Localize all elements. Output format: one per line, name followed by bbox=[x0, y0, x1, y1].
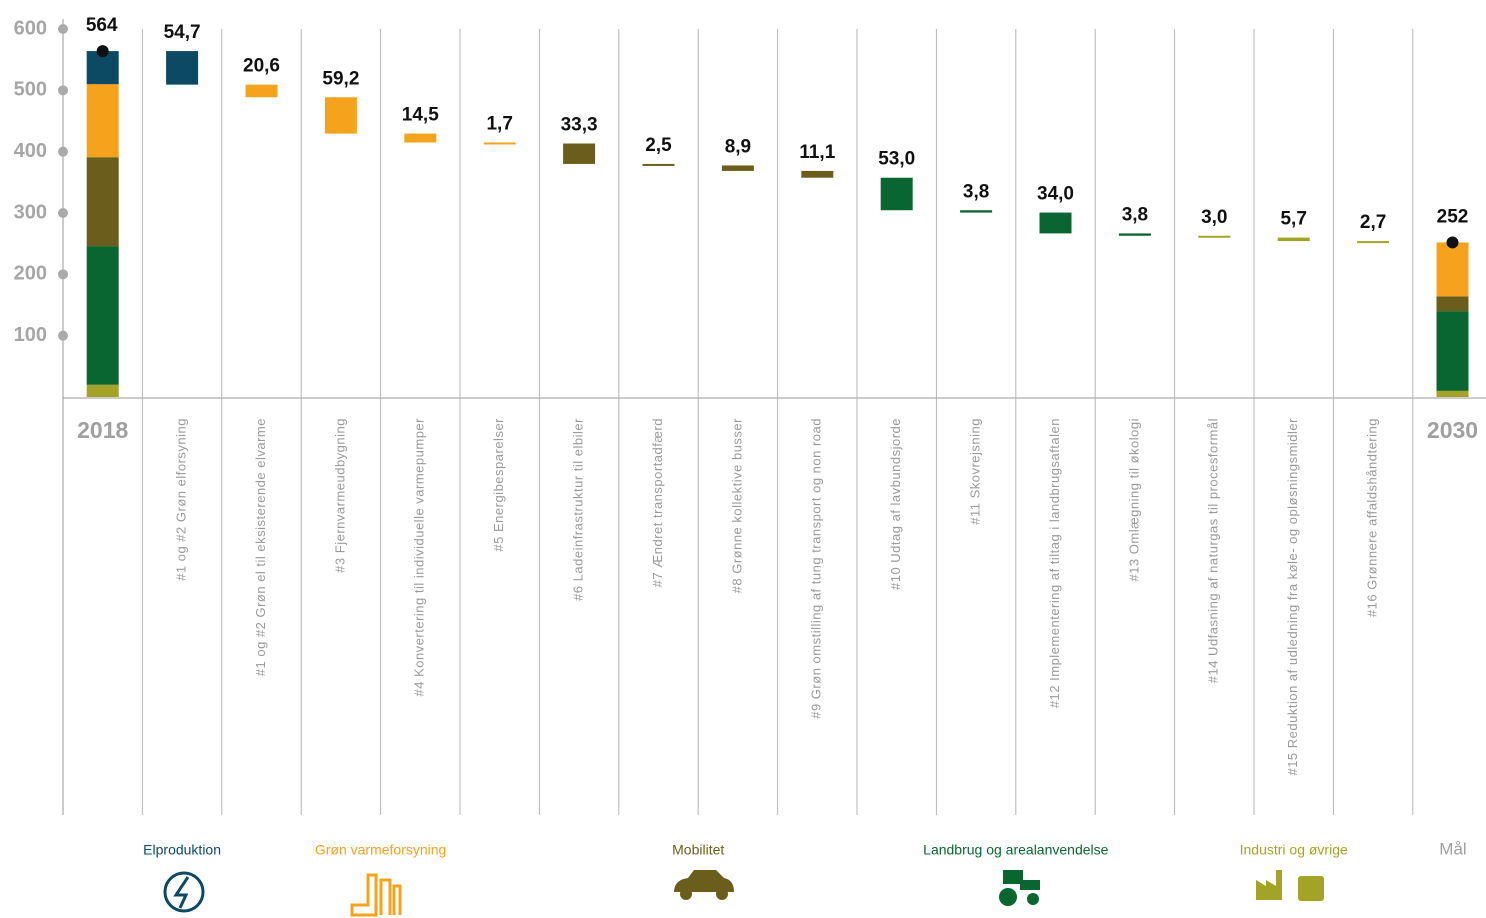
y-tick-dot bbox=[58, 330, 68, 341]
value-label: 8,9 bbox=[725, 136, 751, 157]
x-tick-label: #6 Ladeinfrastruktur til elbiler bbox=[571, 418, 586, 601]
x-tick-label: #8 Grønne kollektive busser bbox=[729, 418, 744, 594]
value-label: 564 bbox=[86, 15, 118, 36]
step-bar bbox=[563, 143, 596, 164]
y-tick-label: 300 bbox=[14, 201, 47, 223]
icon-tractor bbox=[999, 870, 1040, 906]
value-label: 20,6 bbox=[243, 56, 280, 77]
value-label: 54,7 bbox=[164, 22, 201, 43]
icon-heat bbox=[350, 873, 402, 917]
y-tick-dot bbox=[58, 208, 68, 218]
step-bar bbox=[960, 210, 993, 213]
step-bar bbox=[1277, 237, 1310, 242]
total-segment bbox=[1436, 311, 1469, 391]
step-bar bbox=[801, 170, 834, 178]
y-tick-label: 100 bbox=[14, 324, 47, 346]
total-segment bbox=[86, 84, 119, 158]
value-label: 34,0 bbox=[1037, 184, 1074, 205]
x-tick-label: #5 Energibesparelser bbox=[491, 418, 506, 552]
group-label: Grøn varmeforsyning bbox=[315, 842, 446, 858]
step-bar bbox=[404, 133, 437, 143]
x-total-label: 2030 bbox=[1427, 417, 1478, 443]
value-label: 53,0 bbox=[878, 149, 915, 170]
y-tick-dot bbox=[58, 24, 68, 34]
x-tick-label: #3 Fjernvarmeudbygning bbox=[332, 418, 347, 573]
value-label: 3,8 bbox=[963, 181, 989, 202]
x-tick-label: #14 Udfasning af naturgas til procesform… bbox=[1206, 418, 1221, 683]
x-tick-label: #10 Udtag af lavbundsjorde bbox=[888, 418, 903, 590]
x-tick-label: #1 og #2 Grøn elforsyning bbox=[174, 418, 189, 581]
value-label: 59,2 bbox=[322, 68, 359, 89]
y-tick-label: 500 bbox=[14, 79, 47, 101]
step-bar bbox=[880, 177, 913, 211]
icon-car bbox=[674, 870, 734, 900]
total-segment bbox=[1436, 242, 1469, 297]
step-bar bbox=[1198, 235, 1231, 238]
x-tick-label: #7 Ændret transportadfærd bbox=[650, 418, 665, 587]
total-segment bbox=[1436, 390, 1469, 397]
value-label: 3,0 bbox=[1201, 207, 1227, 228]
value-label: 252 bbox=[1437, 206, 1469, 227]
value-label: 11,1 bbox=[799, 142, 835, 163]
group-label: Industri og øvrige bbox=[1240, 842, 1348, 858]
y-tick-label: 200 bbox=[14, 263, 47, 285]
step-bar bbox=[642, 163, 675, 166]
x-tick-label: #4 Konvertering til individuelle varmepu… bbox=[412, 418, 427, 697]
y-tick-dot bbox=[58, 269, 68, 280]
value-label: 2,7 bbox=[1360, 212, 1386, 233]
y-tick-dot bbox=[58, 85, 68, 96]
value-label: 5,7 bbox=[1280, 209, 1306, 230]
value-label: 1,7 bbox=[486, 113, 512, 134]
group-label: Landbrug og arealanvendelse bbox=[923, 842, 1108, 858]
x-tick-label: #1 og #2 Grøn el til eksisterende elvarm… bbox=[253, 418, 268, 676]
icon-industry bbox=[1256, 870, 1324, 901]
step-bar bbox=[483, 142, 516, 145]
step-bar bbox=[1118, 233, 1151, 236]
x-tick-label: #15 Reduktion af udledning fra køle- og … bbox=[1285, 418, 1300, 776]
goal-label: Mål bbox=[1439, 839, 1466, 858]
x-tick-label: #12 Implementering af tiltag i landbrugs… bbox=[1047, 418, 1062, 708]
step-bar bbox=[166, 51, 199, 85]
total-dot bbox=[96, 45, 109, 58]
x-tick-label: #13 Omlægning til økologi bbox=[1126, 418, 1141, 582]
step-bar bbox=[1039, 212, 1072, 234]
value-label: 2,5 bbox=[645, 135, 672, 156]
x-tick-label: #16 Grønnere affaldshåndtering bbox=[1365, 418, 1380, 617]
x-tick-label: #9 Grøn omstilling af tung transport og … bbox=[809, 418, 824, 719]
step-bar bbox=[245, 84, 278, 98]
total-segment bbox=[1436, 296, 1469, 312]
y-tick-dot bbox=[58, 146, 68, 157]
group-label: Elproduktion bbox=[143, 842, 221, 858]
step-bar bbox=[721, 165, 754, 171]
x-total-label: 2018 bbox=[77, 417, 128, 443]
total-segment bbox=[86, 246, 119, 385]
value-label: 14,5 bbox=[402, 105, 439, 126]
total-segment bbox=[86, 384, 119, 397]
total-dot bbox=[1446, 236, 1459, 249]
total-segment bbox=[86, 157, 119, 247]
y-tick-label: 400 bbox=[14, 140, 47, 162]
icon-el bbox=[163, 871, 205, 913]
value-label: 33,3 bbox=[561, 115, 598, 136]
group-label: Mobilitet bbox=[672, 842, 724, 858]
value-label: 3,8 bbox=[1122, 204, 1148, 225]
step-bar bbox=[1357, 241, 1390, 244]
x-tick-label: #11 Skovrejsning bbox=[968, 418, 983, 525]
step-bar bbox=[324, 97, 357, 134]
y-tick-label: 600 bbox=[14, 17, 47, 39]
